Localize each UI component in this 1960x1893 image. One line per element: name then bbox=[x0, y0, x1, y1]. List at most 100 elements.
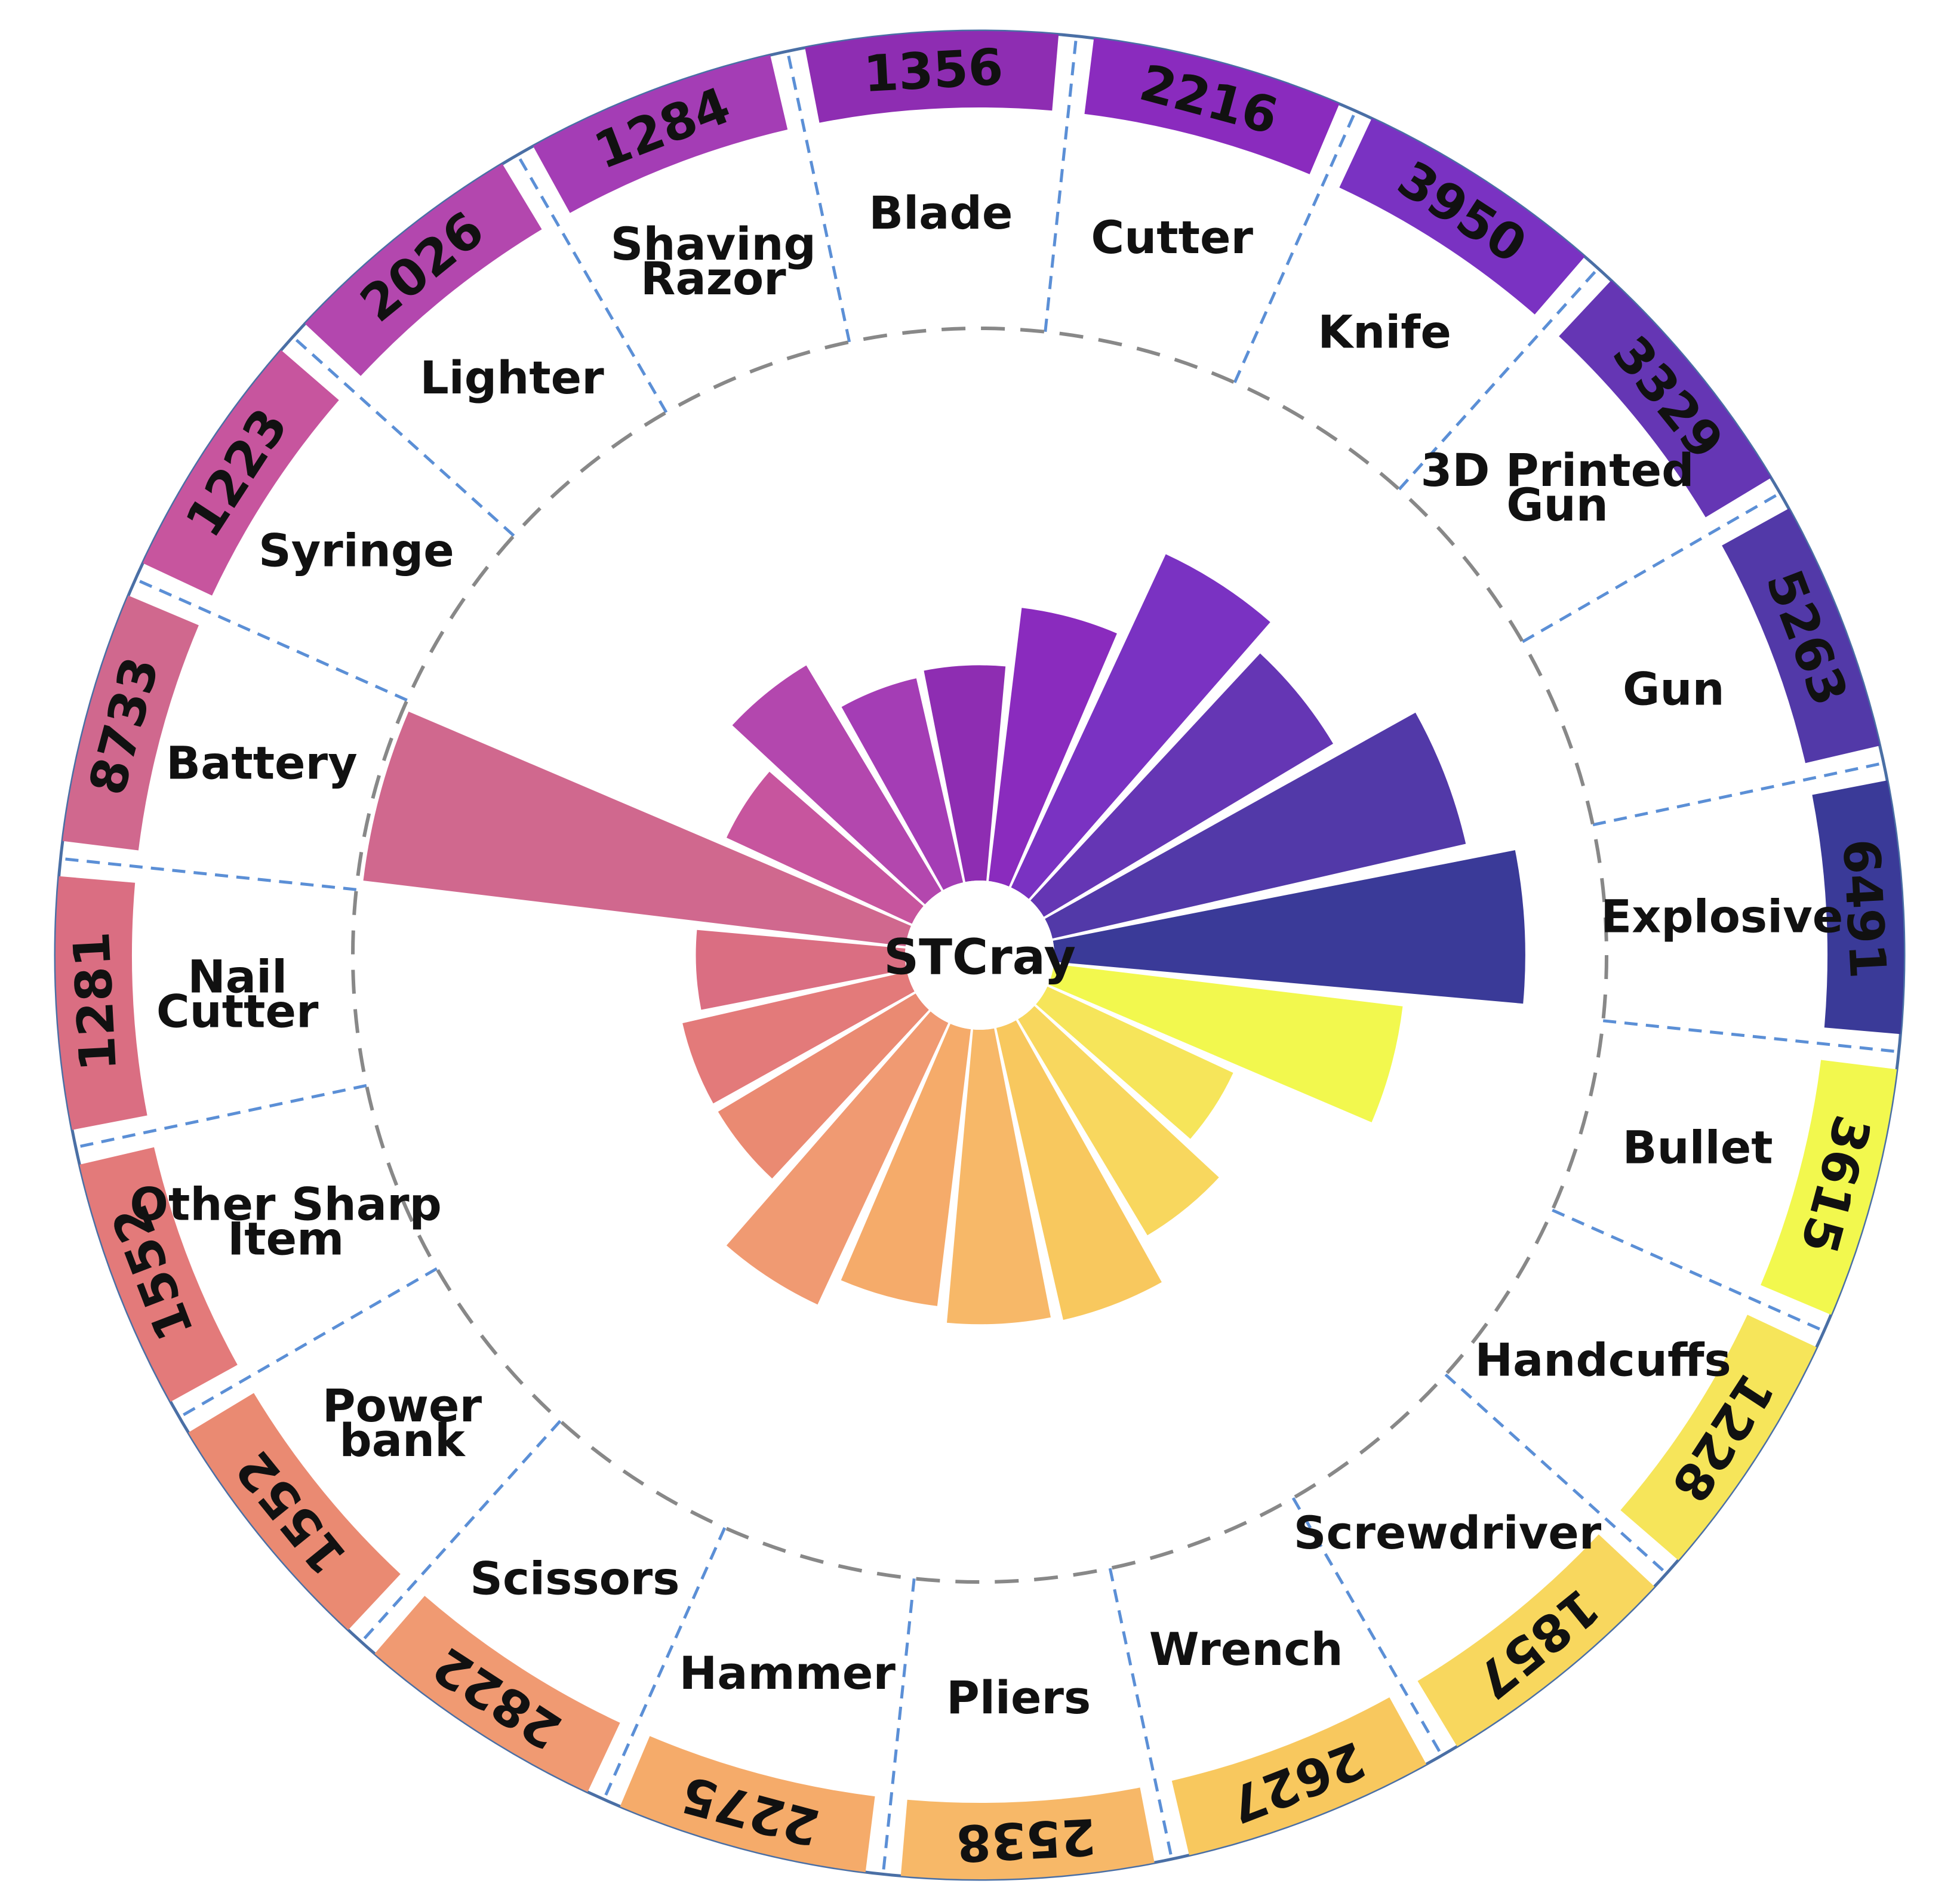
count-band-other-sharp-item bbox=[79, 1147, 238, 1402]
sector-divider bbox=[1291, 1497, 1444, 1756]
inner-dashed-ring bbox=[351, 327, 1608, 1584]
count-band-power-bank bbox=[188, 1393, 401, 1630]
category-label-line: Wrench bbox=[1149, 1623, 1343, 1676]
category-label-line: Nail bbox=[187, 950, 287, 1004]
category-label-hammer: Hammer bbox=[679, 1646, 896, 1700]
category-label-line: Cutter bbox=[1091, 211, 1253, 264]
category-label-line: Knife bbox=[1318, 305, 1451, 358]
category-label-line: Power bbox=[322, 1379, 482, 1432]
category-label-line: Gun bbox=[1506, 478, 1608, 531]
sector-divider bbox=[1398, 267, 1599, 491]
sector-divider bbox=[1044, 36, 1078, 333]
category-label-line: bank bbox=[339, 1414, 466, 1467]
bar-power-bank bbox=[718, 993, 929, 1179]
bar-syringe bbox=[727, 771, 924, 924]
count-band-scissors bbox=[374, 1596, 620, 1792]
sector-divider bbox=[179, 1267, 438, 1419]
bar-cutter bbox=[989, 608, 1117, 887]
count-band-screwdriver bbox=[1417, 1534, 1655, 1747]
category-label-line: Razor bbox=[641, 252, 786, 305]
category-label-cutter: Cutter bbox=[1091, 211, 1253, 264]
count-band-shaving-razor bbox=[533, 55, 788, 213]
count-band-knife bbox=[1339, 118, 1585, 315]
category-label-line: Handcuffs bbox=[1475, 1334, 1731, 1387]
count-label-blade: 1356 bbox=[862, 38, 1005, 103]
count-band-pliers bbox=[900, 1787, 1155, 1879]
count-label-nail-cutter: 1281 bbox=[62, 930, 128, 1073]
count-band-lighter bbox=[304, 164, 542, 376]
category-label-line: Bullet bbox=[1623, 1121, 1773, 1174]
count-band-bullet bbox=[1761, 1060, 1897, 1315]
category-label-wrench: Wrench bbox=[1149, 1623, 1343, 1676]
category-label-scissors: Scissors bbox=[470, 1552, 679, 1605]
sector-divider bbox=[1552, 1208, 1825, 1332]
category-label-line: Cutter bbox=[156, 985, 319, 1038]
count-band-handcuffs bbox=[1620, 1315, 1817, 1560]
category-label-syringe: Syringe bbox=[259, 524, 454, 577]
category-label-battery: Battery bbox=[166, 736, 357, 789]
category-label-line: Screwdriver bbox=[1294, 1506, 1602, 1559]
bar-scissors bbox=[726, 1011, 949, 1305]
category-label-line: Hammer bbox=[679, 1646, 896, 1700]
category-label-line: 3D Printed bbox=[1420, 444, 1694, 497]
bar-pliers bbox=[947, 1028, 1051, 1325]
sector-divider bbox=[1602, 1019, 1899, 1054]
count-label-pliers: 2538 bbox=[955, 1807, 1097, 1873]
bar-nail-cutter bbox=[696, 929, 907, 1010]
count-band-wrench bbox=[1171, 1697, 1427, 1855]
bar-screwdriver bbox=[1018, 1006, 1219, 1236]
bar-lighter bbox=[732, 665, 941, 904]
category-label-line: Battery bbox=[166, 736, 357, 789]
category-label-screwdriver: Screwdriver bbox=[1294, 1506, 1602, 1559]
category-label-line: Shaving bbox=[611, 217, 816, 270]
count-band-blade bbox=[805, 31, 1059, 123]
category-label-explosive: Explosive bbox=[1601, 889, 1843, 943]
sector-divider bbox=[360, 1420, 562, 1643]
category-label-line: Syringe bbox=[259, 524, 454, 577]
count-band-syringe bbox=[143, 350, 339, 596]
sector-divider bbox=[881, 1578, 916, 1874]
category-label-line: Explosive bbox=[1601, 889, 1843, 943]
center-label: STCray bbox=[884, 929, 1076, 986]
sector-divider bbox=[60, 857, 357, 891]
category-label-blade: Blade bbox=[869, 186, 1013, 239]
bar-blade bbox=[924, 665, 1006, 882]
count-band-explosive bbox=[1812, 780, 1904, 1035]
category-label-line: Blade bbox=[869, 186, 1013, 239]
bar-shaving-razor bbox=[841, 678, 964, 890]
sector-divider bbox=[1592, 761, 1884, 827]
category-label-line: Pliers bbox=[946, 1671, 1091, 1724]
category-label-line: Item bbox=[227, 1212, 344, 1266]
category-label-pliers: Pliers bbox=[946, 1671, 1091, 1724]
category-label-line: Gun bbox=[1623, 662, 1725, 715]
bar-bullet bbox=[1048, 964, 1403, 1122]
bar-wrench bbox=[996, 1020, 1162, 1320]
sector-divider bbox=[75, 1084, 367, 1149]
count-band-3d-printed-gun bbox=[1559, 280, 1771, 518]
sector-divider bbox=[786, 51, 851, 343]
category-label-line: Lighter bbox=[420, 351, 604, 404]
sector-divider bbox=[134, 578, 408, 702]
count-band-battery bbox=[62, 595, 199, 851]
center-hub bbox=[905, 881, 1054, 1030]
count-label-explosive: 6491 bbox=[1832, 838, 1897, 980]
sector-divider bbox=[1522, 491, 1781, 644]
bar-knife bbox=[1011, 554, 1270, 899]
bar-battery bbox=[363, 712, 911, 946]
bar-gun bbox=[1045, 712, 1466, 939]
sector-divider bbox=[602, 1527, 727, 1800]
bar-other-sharp-item bbox=[682, 971, 915, 1104]
bar-handcuffs bbox=[1036, 986, 1233, 1139]
category-label-knife: Knife bbox=[1318, 305, 1451, 358]
sector-divider bbox=[291, 335, 515, 537]
category-label-line: Scissors bbox=[470, 1552, 679, 1605]
category-label-lighter: Lighter bbox=[420, 351, 604, 404]
sector-divider bbox=[516, 154, 668, 413]
category-label-handcuffs: Handcuffs bbox=[1475, 1334, 1731, 1387]
